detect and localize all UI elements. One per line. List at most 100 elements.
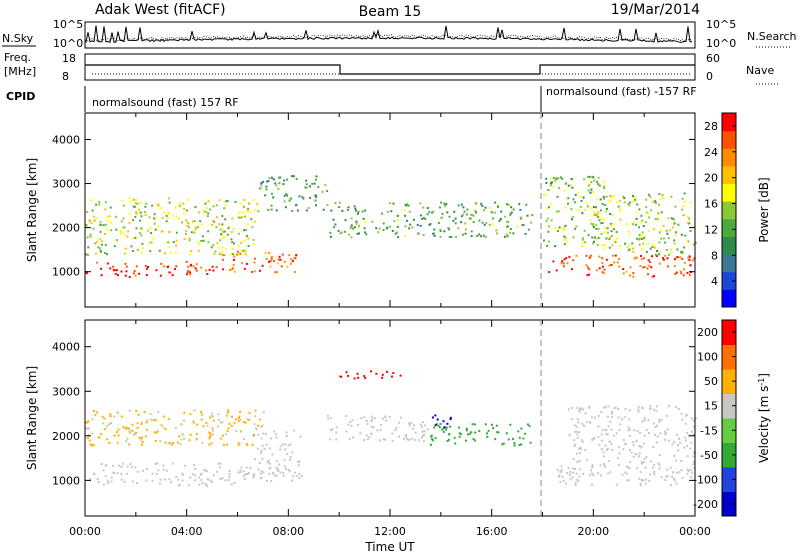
- scatter-cell: [195, 269, 198, 272]
- scatter-cell: [675, 231, 677, 234]
- scatter-cell: [388, 415, 391, 418]
- scatter-cell: [217, 246, 220, 249]
- scatter-cell: [283, 194, 286, 197]
- scatter-cell: [572, 471, 575, 474]
- scatter-cell: [183, 419, 186, 422]
- scatter-cell: [646, 267, 649, 270]
- colorbar-tick-label: 24: [704, 146, 718, 159]
- scatter-cell: [96, 478, 99, 480]
- scatter-cell: [346, 209, 349, 211]
- scatter-cell: [519, 208, 522, 211]
- scatter-cell: [135, 410, 138, 412]
- scatter-cell: [507, 438, 510, 441]
- scatter-cell: [174, 206, 177, 209]
- scatter-cell: [185, 260, 188, 263]
- time-tick-label: 00:00: [679, 525, 711, 538]
- scatter-cell: [112, 265, 115, 268]
- scatter-cell: [574, 201, 577, 204]
- scatter-cell: [675, 256, 678, 259]
- scatter-cell: [231, 267, 234, 270]
- scatter-cell: [454, 442, 457, 445]
- scatter-cell: [622, 448, 625, 451]
- scatter-cell: [585, 254, 588, 257]
- scatter-cell: [295, 204, 298, 207]
- scatter-cell: [102, 483, 105, 486]
- scatter-cell: [472, 214, 475, 217]
- scatter-cell: [484, 206, 487, 209]
- scatter-cell: [681, 252, 684, 255]
- scatter-cell: [553, 227, 556, 229]
- scatter-cell: [518, 203, 521, 206]
- scatter-cell: [628, 204, 631, 207]
- scatter-cell: [627, 466, 630, 469]
- scatter-cell: [298, 460, 301, 463]
- scatter-cell: [125, 440, 128, 443]
- scatter-cell: [653, 246, 656, 249]
- scatter-cell: [273, 474, 276, 477]
- scatter-cell: [217, 462, 220, 465]
- scatter-cell: [179, 443, 182, 446]
- scatter-cell: [175, 244, 178, 247]
- scatter-cell: [688, 273, 691, 276]
- scatter-cell: [239, 418, 242, 421]
- scatter-cell: [572, 198, 575, 201]
- scatter-cell: [590, 181, 593, 184]
- scatter-cell: [207, 212, 210, 215]
- scatter-cell: [212, 205, 215, 208]
- scatter-cell: [131, 423, 134, 426]
- scatter-cell: [623, 197, 626, 200]
- scatter-cell: [329, 231, 332, 234]
- scatter-cell: [227, 411, 229, 414]
- scatter-cell: [85, 427, 88, 430]
- scatter-cell: [179, 202, 182, 205]
- y-tick-label: 4000: [52, 133, 80, 146]
- scatter-cell: [128, 428, 131, 431]
- scatter-cell: [204, 202, 207, 205]
- scatter-cell: [607, 405, 610, 408]
- scatter-cell: [683, 446, 686, 449]
- scatter-cell: [99, 223, 102, 226]
- scatter-cell: [140, 437, 142, 440]
- colorbar-tick-label: -200: [693, 498, 718, 511]
- scatter-cell: [579, 452, 581, 455]
- scatter-cell: [433, 235, 436, 237]
- scatter-cell: [171, 215, 174, 217]
- scatter-cell: [419, 224, 422, 227]
- scatter-cell: [638, 243, 641, 246]
- scatter-cell: [563, 235, 566, 238]
- scatter-cell: [391, 440, 394, 442]
- scatter-cell: [223, 235, 226, 238]
- scatter-cell: [365, 434, 368, 437]
- scatter-cell: [278, 463, 281, 466]
- scatter-cell: [413, 424, 415, 427]
- scatter-cell: [143, 411, 146, 414]
- scatter-cell: [611, 448, 614, 451]
- scatter-cell: [405, 434, 408, 436]
- scatter-cell: [142, 469, 145, 472]
- scatter-cell: [157, 224, 160, 227]
- scatter-cell: [602, 406, 605, 409]
- frequency-label-2: [MHz]: [4, 65, 36, 78]
- scatter-cell: [581, 238, 584, 241]
- scatter-cell: [685, 414, 688, 417]
- scatter-cell: [552, 260, 555, 263]
- scatter-cell: [270, 255, 273, 258]
- scatter-cell: [652, 200, 655, 203]
- scatter-cell: [378, 227, 381, 230]
- scatter-cell: [95, 217, 98, 220]
- scatter-cell: [247, 245, 250, 247]
- scatter-cell: [506, 220, 509, 223]
- scatter-cell: [549, 202, 552, 205]
- scatter-cell: [434, 424, 437, 427]
- scatter-cell: [601, 202, 604, 205]
- scatter-cell: [201, 235, 204, 238]
- scatter-cell: [681, 208, 684, 211]
- scatter-cell: [211, 223, 213, 226]
- scatter-cell: [140, 251, 143, 254]
- scatter-cell: [295, 475, 298, 478]
- scatter-cell: [178, 435, 181, 438]
- scatter-cell: [578, 460, 581, 463]
- scatter-cell: [680, 469, 683, 472]
- scatter-cell: [219, 477, 222, 480]
- scatter-cell: [651, 255, 653, 258]
